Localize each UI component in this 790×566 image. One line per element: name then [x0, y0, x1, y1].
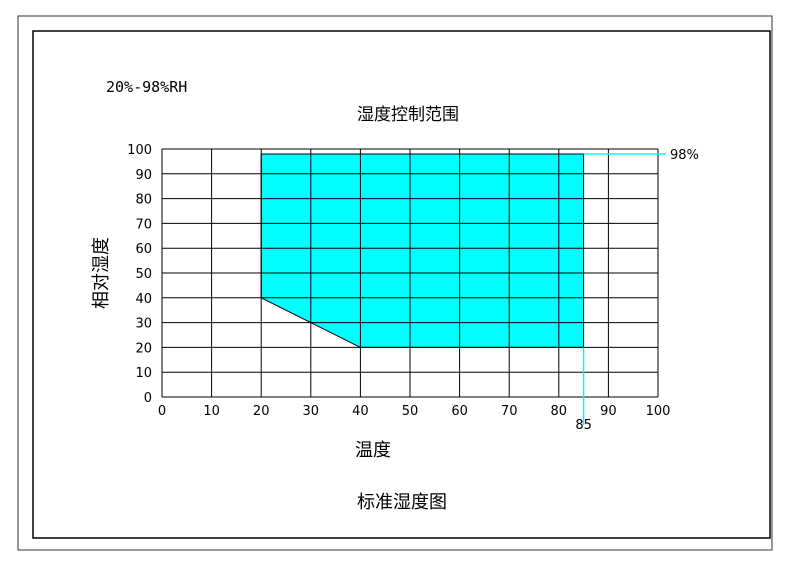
region-outline [260, 153, 585, 348]
y-tick-label-100: 100 [127, 143, 152, 158]
y-tick-label-90: 90 [135, 168, 152, 183]
x-tick-label-30: 30 [303, 404, 320, 419]
outer-border [17, 15, 773, 551]
y-tick-label-80: 80 [135, 193, 152, 208]
plot-area: 0 10 20 30 40 50 60 70 80 90 100 0 10 20 30 40 50 60 70 80 9… [127, 143, 699, 433]
x-tick-label-50: 50 [402, 404, 419, 419]
y-tick-label-40: 40 [135, 292, 152, 307]
x-tick-label-80: 80 [551, 404, 568, 419]
y-tick-label-0: 0 [144, 391, 152, 406]
x-tick-label-70: 70 [501, 404, 518, 419]
y-tick-label-60: 60 [135, 242, 152, 257]
inner-border [32, 30, 771, 539]
y-axis-label: 相对湿度 [91, 237, 112, 309]
y-tick-label-10: 10 [135, 366, 152, 381]
x-tick-label-100: 100 [646, 404, 671, 419]
x-axis-label: 温度 [355, 440, 391, 461]
y-tick-label-70: 70 [135, 217, 152, 232]
x-tick-label-40: 40 [352, 404, 369, 419]
x-tick-label-20: 20 [253, 404, 270, 419]
control-region [261, 153, 584, 348]
annotation-label-98: 98% [670, 148, 699, 163]
x-tick-label-90: 90 [600, 404, 617, 419]
chart-caption: 标准湿度图 [357, 492, 447, 513]
annotation-label-85: 85 [575, 418, 592, 433]
y-tick-label-50: 50 [135, 267, 152, 282]
x-tick-label-10: 10 [203, 404, 220, 419]
x-tick-label-0: 0 [158, 404, 166, 419]
y-tick-label-20: 20 [135, 341, 152, 356]
range-label: 20%-98%RH [106, 78, 188, 96]
chart-title: 湿度控制范围 [357, 105, 459, 125]
y-tick-label-30: 30 [135, 317, 152, 332]
x-tick-label-60: 60 [451, 404, 468, 419]
